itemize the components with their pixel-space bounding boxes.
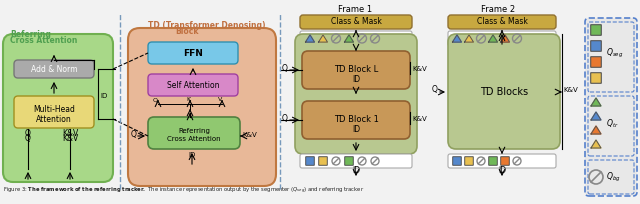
Text: K&V: K&V <box>412 116 427 122</box>
Text: K&V: K&V <box>242 132 257 138</box>
FancyBboxPatch shape <box>448 31 556 46</box>
Text: TD Block L: TD Block L <box>334 65 378 74</box>
Text: K&V: K&V <box>62 134 78 143</box>
Text: Q: Q <box>432 85 438 94</box>
Text: Q: Q <box>153 97 158 102</box>
Polygon shape <box>591 126 601 134</box>
FancyBboxPatch shape <box>591 73 602 83</box>
Text: Q: Q <box>282 64 288 73</box>
Polygon shape <box>591 112 601 120</box>
FancyBboxPatch shape <box>148 42 238 64</box>
Text: K&V: K&V <box>563 87 578 93</box>
Text: $Q_{bg}$: $Q_{bg}$ <box>606 171 621 184</box>
Text: Self Attention: Self Attention <box>167 81 220 90</box>
Polygon shape <box>465 35 474 42</box>
FancyBboxPatch shape <box>448 34 560 149</box>
FancyBboxPatch shape <box>128 28 276 186</box>
FancyBboxPatch shape <box>489 157 497 165</box>
Text: Referring: Referring <box>178 128 210 134</box>
Polygon shape <box>500 35 509 42</box>
FancyBboxPatch shape <box>591 25 602 35</box>
Text: Q: Q <box>131 130 137 139</box>
FancyBboxPatch shape <box>500 157 509 165</box>
Text: ID: ID <box>188 152 196 158</box>
Polygon shape <box>591 98 601 106</box>
FancyBboxPatch shape <box>585 18 637 196</box>
Text: Q: Q <box>25 134 31 143</box>
Polygon shape <box>319 35 328 42</box>
Text: TD Block 1: TD Block 1 <box>333 115 378 124</box>
Text: Block: Block <box>175 27 198 36</box>
Text: Q: Q <box>282 114 288 123</box>
FancyBboxPatch shape <box>452 157 461 165</box>
FancyBboxPatch shape <box>302 101 410 139</box>
FancyBboxPatch shape <box>591 57 602 67</box>
FancyBboxPatch shape <box>14 60 94 78</box>
Text: Frame 2: Frame 2 <box>481 5 515 14</box>
Polygon shape <box>591 140 601 148</box>
FancyBboxPatch shape <box>14 96 94 128</box>
Text: Class & Mask: Class & Mask <box>477 18 527 27</box>
Polygon shape <box>344 35 353 42</box>
Text: ID: ID <box>352 124 360 133</box>
Text: ID: ID <box>352 74 360 83</box>
FancyBboxPatch shape <box>295 34 417 154</box>
FancyBboxPatch shape <box>345 157 353 165</box>
Text: Attention: Attention <box>36 114 72 123</box>
Text: ID: ID <box>352 166 360 175</box>
Polygon shape <box>488 35 497 42</box>
Text: FFN: FFN <box>183 49 203 58</box>
FancyBboxPatch shape <box>302 51 410 89</box>
FancyBboxPatch shape <box>148 74 238 96</box>
FancyBboxPatch shape <box>591 41 602 51</box>
Text: TD (Transformer Denosing): TD (Transformer Denosing) <box>148 21 266 30</box>
Text: V: V <box>218 97 222 102</box>
Text: K: K <box>186 97 190 102</box>
Text: $Q_{tr}$: $Q_{tr}$ <box>606 117 619 130</box>
Text: K&V: K&V <box>62 129 78 138</box>
Text: $Q_{seg}$: $Q_{seg}$ <box>606 47 623 61</box>
Text: Cross Attention: Cross Attention <box>10 36 77 45</box>
FancyBboxPatch shape <box>306 157 314 165</box>
Text: Multi-Head: Multi-Head <box>33 105 75 114</box>
Text: Cross Attention: Cross Attention <box>167 136 221 142</box>
FancyBboxPatch shape <box>300 31 412 46</box>
FancyBboxPatch shape <box>300 15 412 29</box>
Text: TD Blocks: TD Blocks <box>480 87 528 97</box>
Text: K&V: K&V <box>412 66 427 72</box>
FancyBboxPatch shape <box>319 157 327 165</box>
Text: Q: Q <box>25 129 31 138</box>
Text: ID: ID <box>100 93 108 99</box>
FancyBboxPatch shape <box>465 157 474 165</box>
FancyBboxPatch shape <box>448 154 556 168</box>
Polygon shape <box>452 35 461 42</box>
FancyBboxPatch shape <box>448 15 556 29</box>
FancyBboxPatch shape <box>3 34 113 182</box>
FancyBboxPatch shape <box>148 117 240 149</box>
FancyBboxPatch shape <box>300 154 412 168</box>
Text: Referring: Referring <box>10 30 51 39</box>
Text: Add & Norm: Add & Norm <box>31 64 77 73</box>
Polygon shape <box>305 35 314 42</box>
Text: Frame 1: Frame 1 <box>338 5 372 14</box>
Text: ID: ID <box>498 166 506 175</box>
Text: Class & Mask: Class & Mask <box>331 18 381 27</box>
Text: Figure 3: $\bf{The\ framework\ of\ the\ referring\ tracker.}$ The instance repre: Figure 3: $\bf{The\ framework\ of\ the\ … <box>3 186 364 196</box>
